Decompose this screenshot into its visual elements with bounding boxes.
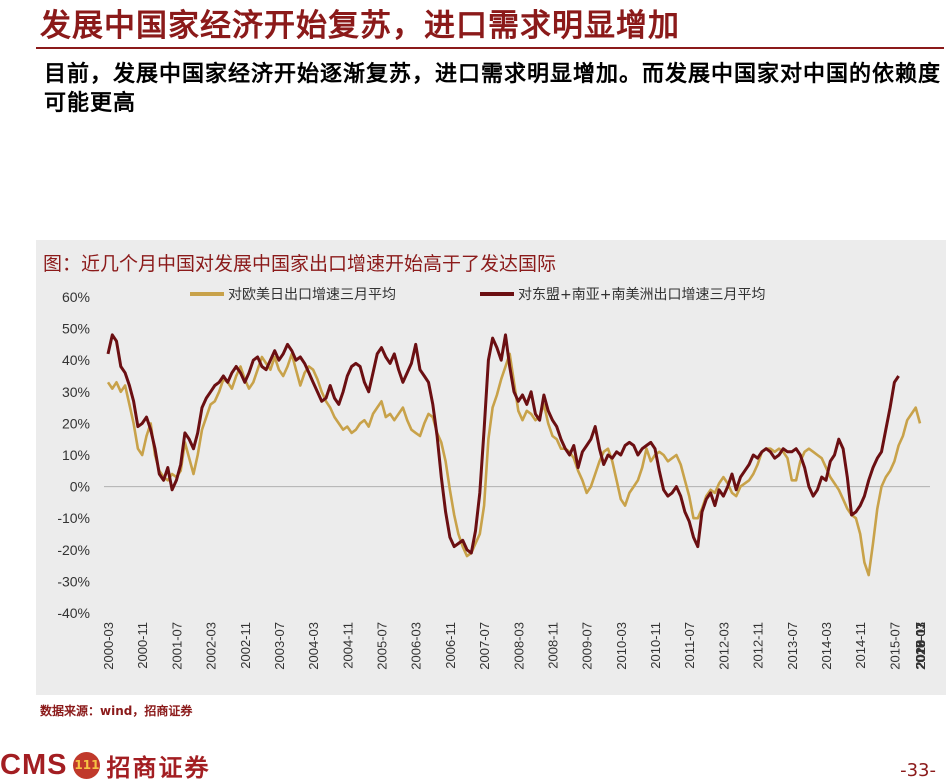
x-tick-label: 2000-03 [101, 622, 116, 670]
x-tick-label: 2014-03 [819, 622, 834, 670]
x-tick-label: 2002-03 [204, 622, 219, 670]
x-tick-label: 2007-07 [477, 622, 492, 670]
company-logo: CMS 111 招商证券 [0, 748, 210, 782]
x-tick-label: 2014-11 [853, 622, 868, 669]
x-tick-label: 2009-07 [580, 622, 595, 670]
x-tick-label: 2005-07 [375, 622, 390, 670]
slide-subtitle: 目前，发展中国家经济开始逐渐复苏，进口需求明显增加。而发展中国家对中国的依赖度可… [44, 61, 942, 116]
x-tick-label: 2004-03 [306, 622, 321, 670]
x-tick-label: 2000-11 [135, 622, 150, 669]
x-tick-label: 2008-11 [545, 622, 560, 669]
y-tick-label: 10% [62, 447, 90, 463]
x-tick-label: 2006-11 [443, 622, 458, 669]
legend-label: 对欧美日出口增速三月平均 [228, 287, 396, 303]
y-tick-label: 30% [62, 384, 90, 400]
x-tick-label: 2015-07 [887, 622, 902, 670]
x-tick-label: 2020-03 [913, 622, 928, 670]
y-tick-label: 40% [62, 352, 90, 368]
logo-text: CMS [0, 748, 68, 781]
x-tick-label: 2010-11 [648, 622, 663, 669]
y-tick-label: 60% [62, 289, 90, 305]
y-tick-label: 0% [70, 479, 90, 495]
x-tick-label: 2001-07 [169, 622, 184, 670]
x-tick-label: 2012-11 [751, 622, 766, 669]
line-chart: 60% 50% 40% 30% 20% 10% 0% -10% -20% -30% -40% 2000… [57, 287, 930, 670]
x-tick-label: 2004-11 [340, 622, 355, 669]
x-tick-label: 2013-07 [785, 622, 800, 670]
x-tick-label: 2008-03 [511, 622, 526, 670]
logo-badge-icon: 111 [73, 751, 101, 779]
x-tick-label: 2016-11 [913, 622, 928, 669]
x-tick-label: 2002-11 [238, 622, 253, 669]
title-divider [36, 47, 944, 49]
x-tick-label: 2020-11 [913, 622, 928, 669]
x-tick-label: 2006-03 [409, 622, 424, 670]
x-tick-label: 2018-03 [913, 622, 928, 670]
x-tick-label: 2011-07 [682, 622, 697, 669]
x-tick-label: 2017-07 [913, 622, 928, 670]
series-line-developed [106, 352, 922, 577]
y-tick-label: -40% [57, 605, 90, 621]
x-tick-label: 2018-11 [913, 622, 928, 669]
x-tick-label: 2010-03 [614, 622, 629, 670]
x-tick-label: 2012-03 [716, 622, 731, 670]
data-source-note: 数据来源：wind，招商证券 [40, 704, 193, 718]
x-tick-label: 2003-07 [272, 622, 287, 670]
x-tick-label: 2019-07 [913, 622, 928, 670]
logo-chinese-name: 招商证券 [106, 752, 211, 782]
legend-label: 对东盟+南亚+南美洲出口增速三月平均 [518, 287, 765, 303]
y-tick-label: 50% [62, 321, 90, 337]
page-number: -33- [900, 760, 936, 781]
y-tick-label: -30% [57, 573, 90, 589]
chart-panel [36, 240, 946, 695]
x-tick-label: 2016-03 [913, 622, 928, 670]
series-line-developing [106, 333, 900, 555]
slide-title: 发展中国家经济开始复苏，进口需求明显增加 [40, 8, 680, 44]
y-tick-label: -20% [57, 542, 90, 558]
chart-title: 图：近几个月中国对发展中国家出口增速开始高于了发达国际 [43, 253, 557, 275]
y-tick-label: -10% [57, 510, 90, 526]
y-tick-label: 20% [62, 415, 90, 431]
